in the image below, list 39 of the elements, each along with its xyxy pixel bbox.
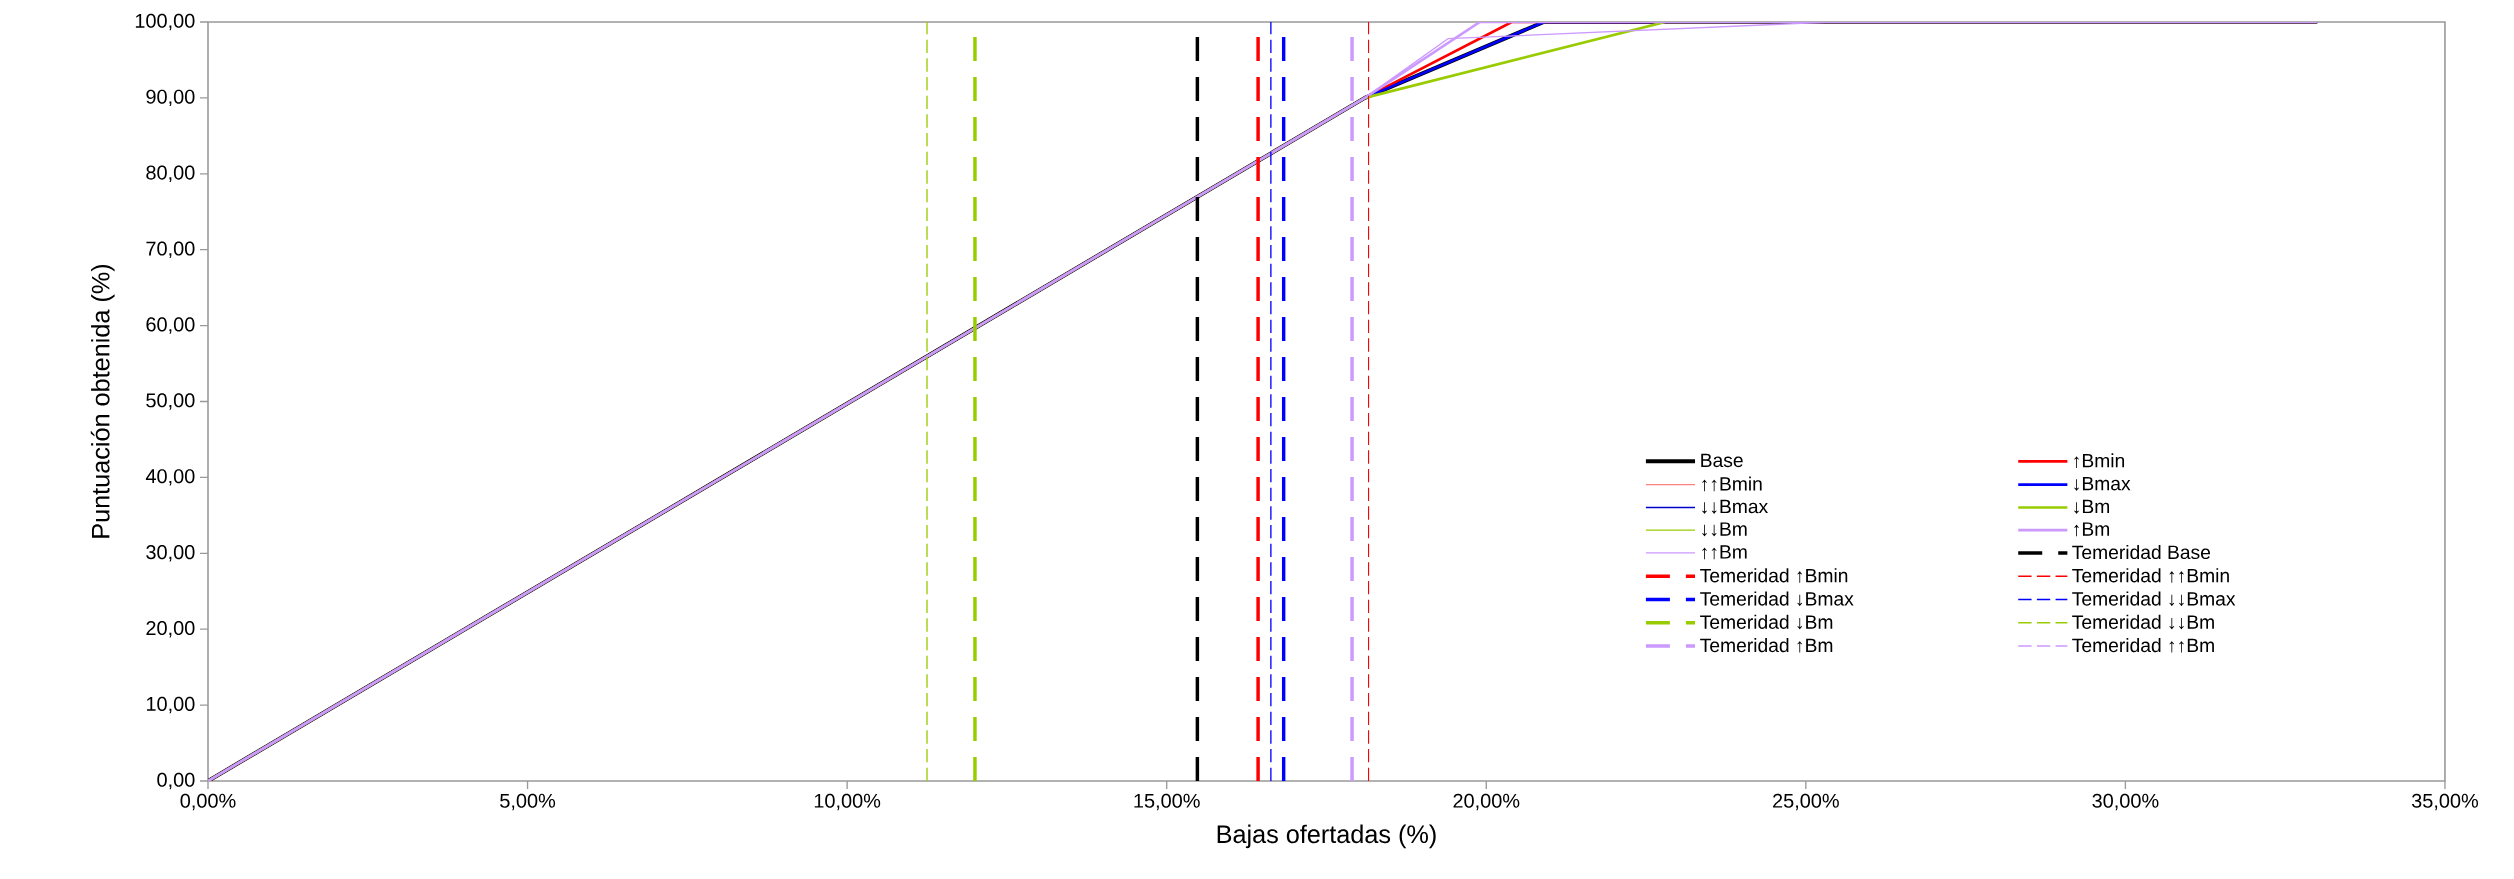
legend-label: ↓↓Bm: [1702, 522, 1747, 537]
y-tick-label: 80,00: [146, 165, 195, 183]
legend-label: Temeridad ↓Bm: [1700, 614, 1833, 630]
legend-label: ↓Bmax: [2074, 476, 2131, 491]
y-tick-label: 90,00: [146, 89, 195, 107]
legend-label: ↑↑Bmin: [1702, 476, 1762, 492]
y-tick-label: 0,00: [157, 772, 195, 790]
x-tick-label: 35,00%: [2411, 793, 2479, 811]
legend-label: Temeridad ↑Bmin: [1700, 568, 1848, 583]
legend-label: ↑Bm: [2074, 522, 2110, 537]
legend-label: Temeridad ↑Bm: [1700, 638, 1833, 653]
x-tick-label: 15,00%: [1134, 793, 1200, 811]
legend-label: Temeridad ↓↓Bmax: [2072, 591, 2236, 607]
y-axis-title: Puntuación obtenida (%): [90, 264, 115, 538]
y-tick-label: 40,00: [145, 469, 195, 486]
legend-label: ↓↓Bmax: [1702, 499, 1768, 514]
y-tick-label: 10,00: [146, 696, 195, 714]
x-axis-title: Bajas ofertadas (%): [1217, 824, 1436, 849]
legend-label: Temeridad ↑↑Bmin: [2072, 568, 2229, 583]
legend-label: ↑Bmin: [2074, 453, 2125, 468]
y-tick-label: 60,00: [146, 317, 195, 334]
x-tick-label: 10,00%: [814, 793, 881, 811]
y-tick-label: 100,00: [135, 13, 195, 31]
legend-label: ↑↑Bm: [1702, 545, 1747, 560]
y-tick-label: 20,00: [146, 620, 195, 638]
legend-label: Temeridad ↑↑Bm: [2072, 638, 2214, 653]
x-tick-label: 5,00%: [500, 793, 556, 811]
x-tick-label: 25,00%: [1773, 793, 1839, 811]
x-tick-label: 0,00%: [180, 793, 236, 811]
y-tick-label: 70,00: [146, 241, 195, 258]
legend-label: Temeridad Base: [2072, 544, 2211, 560]
legend-label: ↓Bm: [2074, 499, 2110, 514]
x-tick-label: 20,00%: [1453, 793, 1520, 811]
x-tick-label: 30,00%: [2092, 793, 2159, 811]
y-tick-label: 50,00: [146, 393, 195, 410]
legend-label: Temeridad ↓↓Bm: [2072, 614, 2214, 630]
legend-label: Base: [1701, 453, 1743, 468]
legend-label: Temeridad ↓Bmax: [1700, 591, 1854, 607]
y-tick-label: 30,00: [146, 545, 195, 562]
